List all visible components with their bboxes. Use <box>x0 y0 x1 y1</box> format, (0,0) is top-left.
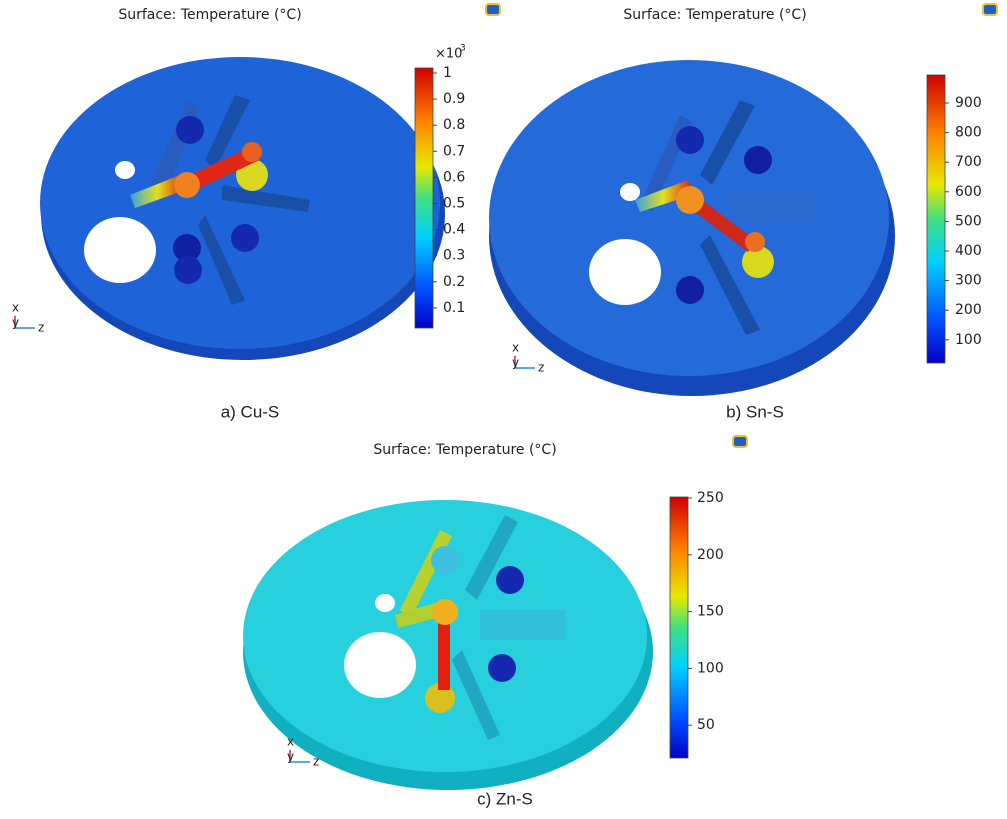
colorbar-tick-label: 0.9 <box>443 91 465 107</box>
colorbar-tick-label: 50 <box>697 717 715 733</box>
colorbar <box>927 75 945 363</box>
colorbar-tick-label: 150 <box>697 604 724 620</box>
app-icon <box>983 4 997 15</box>
colorbar-tick-label: 100 <box>697 660 724 676</box>
colorbar <box>415 68 433 328</box>
axis-x-label: x <box>512 341 519 355</box>
colorbar-tick-label: 700 <box>955 154 982 170</box>
axis-x-label: x <box>287 735 294 749</box>
colorbar-exponent: 3 <box>460 44 466 54</box>
colorbar-tick-label: 0.8 <box>443 117 465 133</box>
axis-y-label: y <box>287 750 294 764</box>
app-icon <box>733 436 747 447</box>
colorbar-tick-label: 0.3 <box>443 248 465 264</box>
axis-y-label: y <box>512 356 519 370</box>
colorbar-tick-label: 900 <box>955 95 982 111</box>
colorbar-tick-label: 600 <box>955 184 982 200</box>
axis-x-label: x <box>12 301 19 315</box>
colorbar-tick-label: 300 <box>955 273 982 289</box>
model-a <box>40 57 445 360</box>
colorbar-tick-label: 250 <box>697 490 724 506</box>
colorbar-multiplier: ×10 <box>435 47 462 62</box>
plot-title: Surface: Temperature (°C) <box>118 7 301 23</box>
app-icon <box>486 4 500 15</box>
axis-z-label: z <box>313 755 319 769</box>
colorbar <box>670 497 688 758</box>
colorbar-tick-label: 0.7 <box>443 143 465 159</box>
colorbar-tick-label: 0.5 <box>443 196 465 212</box>
colorbar-tick-label: 0.6 <box>443 169 465 185</box>
colorbar-tick-label: 800 <box>955 125 982 141</box>
colorbar-tick-label: 0.2 <box>443 274 465 290</box>
model-c <box>243 500 653 790</box>
colorbar-tick-label: 0.4 <box>443 222 465 238</box>
caption: b) Sn-S <box>726 402 784 421</box>
axis-y-label: y <box>12 316 19 330</box>
model-b <box>489 60 895 396</box>
plot-title: Surface: Temperature (°C) <box>623 7 806 23</box>
plot-title: Surface: Temperature (°C) <box>373 442 556 458</box>
axis-z-label: z <box>38 321 44 335</box>
caption: a) Cu-S <box>221 402 280 421</box>
colorbar-tick-label: 0.1 <box>443 300 465 316</box>
colorbar-tick-label: 100 <box>955 332 982 348</box>
colorbar-tick-label: 200 <box>955 302 982 318</box>
colorbar-tick-label: 500 <box>955 213 982 229</box>
axis-z-label: z <box>538 361 544 375</box>
colorbar-tick-label: 200 <box>697 547 724 563</box>
colorbar-tick-label: 400 <box>955 243 982 259</box>
caption: c) Zn-S <box>477 789 533 808</box>
figure: Surface: Temperature (°C) 1 0.9 0.8 0.7 0.6 0.… <box>0 0 1007 819</box>
colorbar-tick-label: 1 <box>443 65 452 81</box>
